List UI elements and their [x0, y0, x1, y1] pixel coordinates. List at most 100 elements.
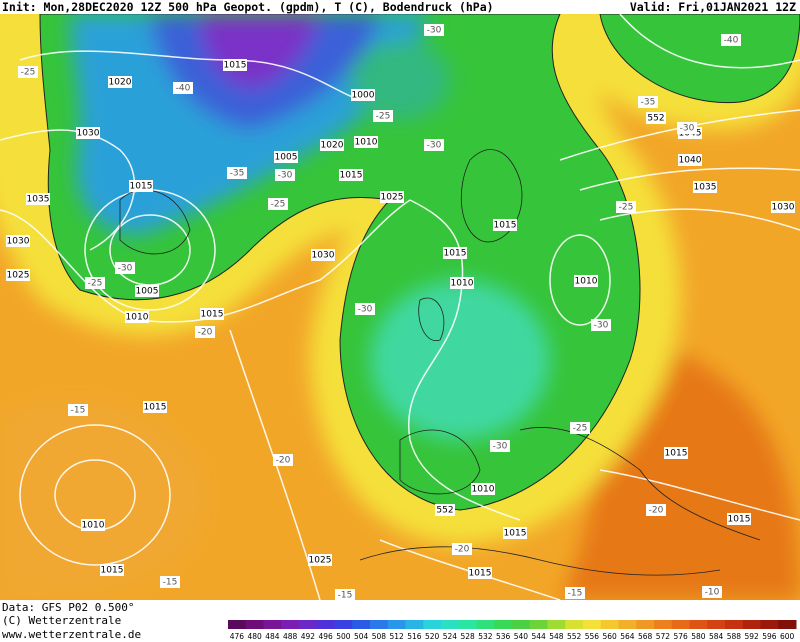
- isobar-label: 1020: [321, 141, 344, 151]
- colorbar-label: 548: [549, 632, 564, 641]
- temperature-label-box: [452, 543, 472, 555]
- colorbar-swatch: [547, 620, 566, 629]
- colorbar-swatch: [512, 620, 531, 629]
- temperature-label-box: [721, 34, 741, 46]
- isobar-label-box: [493, 219, 517, 231]
- isobar: [549, 234, 611, 326]
- colorbar-label: 544: [531, 632, 546, 641]
- colorbar-label: 496: [318, 632, 333, 641]
- isobar-label: 1010: [575, 277, 598, 287]
- colorbar-swatch: [654, 620, 673, 629]
- temperature-label: -25: [619, 203, 634, 213]
- temperature-label: -15: [568, 589, 583, 599]
- isobar-label-box: [339, 169, 363, 181]
- temperature-label-box: [570, 422, 590, 434]
- isobar: [619, 14, 800, 69]
- isobar-label: 1010: [472, 485, 495, 495]
- temperature-label-box: [227, 167, 247, 179]
- isobar-label: 1010: [126, 313, 149, 323]
- isobar-label: 1015: [665, 449, 688, 459]
- temperature-label: -30: [594, 321, 609, 331]
- temperature-label-box: [702, 586, 722, 598]
- temperature-label-box: [273, 454, 293, 466]
- colorbar-swatch: [565, 620, 584, 629]
- colorbar-label: 588: [727, 632, 742, 641]
- temperature-label-box: [616, 201, 636, 213]
- temperature-label: -15: [338, 591, 353, 601]
- coastline: [418, 297, 445, 341]
- isobar-label-box: [6, 235, 30, 247]
- temperature-label-box: [646, 504, 666, 516]
- colorbar-swatch: [600, 620, 619, 629]
- colorbar-label: 564: [620, 632, 635, 641]
- temperature-label-box: [355, 303, 375, 315]
- isobar-label-box: [125, 311, 149, 323]
- isobar-label-box: [443, 247, 467, 259]
- temperature-label-box: [195, 326, 215, 338]
- colorbar-swatch: [618, 620, 637, 629]
- coastline: [399, 429, 481, 495]
- temperature-label: -25: [376, 112, 391, 122]
- isobar-label: 1005: [136, 287, 159, 297]
- isobar-label: 1030: [312, 251, 335, 261]
- isobar-label: 1015: [224, 61, 247, 71]
- colorbar-swatch: [405, 620, 424, 629]
- temperature-label: -20: [198, 328, 213, 338]
- header-init: Init: Mon,28DEC2020 12Z 500 hPa Geopot. …: [2, 0, 494, 14]
- isobar-label-box: [129, 180, 153, 192]
- isobar-label-box: [76, 127, 100, 139]
- isobar-label: 1010: [451, 279, 474, 289]
- cool-area: [370, 280, 550, 440]
- cool-area: [350, 40, 450, 120]
- temperature-label: -40: [176, 84, 191, 94]
- height-label: 552: [436, 506, 453, 516]
- coastline: [359, 546, 721, 576]
- header-bar: [0, 0, 800, 14]
- colorbar-label: 512: [389, 632, 404, 641]
- colorbar: 476 480 484 488 492 496 500 504 508 512 516 520 524 5…: [228, 620, 797, 641]
- colorbar-swatch: [742, 620, 761, 629]
- isobar-label-box: [143, 401, 167, 413]
- colorbar-label: 592: [744, 632, 759, 641]
- colorbar-label: 504: [354, 632, 369, 641]
- isobar-label-box: [727, 513, 751, 525]
- isobar-label-box: [471, 483, 495, 495]
- temperature-label-box: [335, 589, 355, 600]
- isobar-label-box: [468, 567, 492, 579]
- footer-copyright: (C) Wetterzentrale: [2, 614, 121, 627]
- temperature-label: -40: [724, 36, 739, 46]
- isobar-label-box: [100, 564, 124, 576]
- temperature-label-box: [160, 576, 180, 588]
- colorbar-label: 484: [265, 632, 280, 641]
- cold-lobe: [599, 14, 800, 104]
- colorbar-label: 480: [247, 632, 262, 641]
- colorbar-swatch: [707, 620, 726, 629]
- isobar-label-box: [200, 308, 224, 320]
- temperature-label: -30: [358, 305, 373, 315]
- colorbar-swatch: [281, 620, 300, 629]
- colorbar-swatch: [583, 620, 602, 629]
- colorbar-label: 524: [443, 632, 458, 641]
- temperature-label-box: [18, 66, 38, 78]
- colorbar-label: 568: [638, 632, 653, 641]
- colorbar-label: 584: [709, 632, 724, 641]
- isobar-label: 1010: [355, 138, 378, 148]
- isobar-label-box: [450, 277, 474, 289]
- temperature-label: -20: [276, 456, 291, 466]
- colorbar-label: 560: [602, 632, 617, 641]
- isobar-label-box: [81, 519, 105, 531]
- colorbar-swatch: [689, 620, 708, 629]
- temperature-label-box: [173, 82, 193, 94]
- isobar-label-box: [693, 181, 717, 193]
- isobar-label-box: [320, 139, 344, 151]
- colorbar-label: 600: [780, 632, 795, 641]
- isobar-label-box: [6, 269, 30, 281]
- isobar-label: 1015: [130, 182, 153, 192]
- colorbar-swatch: [245, 620, 264, 629]
- temperature-label: -25: [573, 424, 588, 434]
- footer-data: Data: GFS P02 0.500°: [2, 601, 134, 614]
- temperature-label: -30: [493, 442, 508, 452]
- colorbar-label: 556: [585, 632, 600, 641]
- isobar: [599, 469, 800, 521]
